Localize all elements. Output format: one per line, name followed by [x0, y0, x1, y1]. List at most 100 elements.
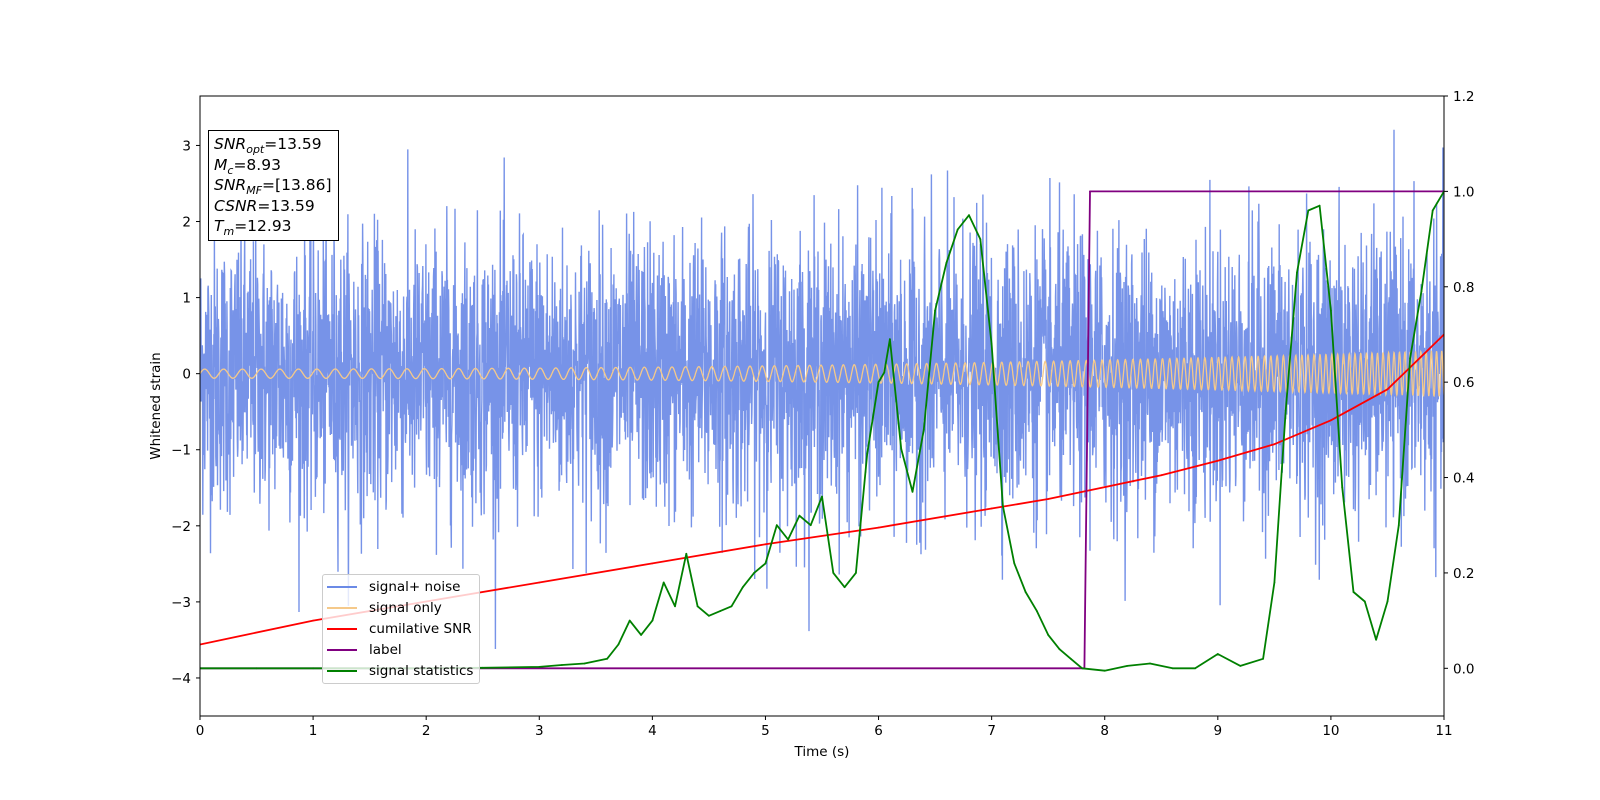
mc-annotation: Mc=8.93: [214, 155, 332, 176]
series-signal-statistics-point: [708, 614, 710, 617]
series-signal-statistics-point: [685, 552, 688, 555]
legend-label-cumulative-snr: cumilative SNR: [369, 620, 472, 637]
legend: signal+ noise signal only cumilative SNR…: [322, 574, 481, 684]
legend-label-label: label: [369, 641, 402, 658]
mc-symbol: M: [214, 155, 228, 174]
series-signal-statistics-point: [1171, 667, 1174, 670]
y-left-tick-label: −2: [171, 519, 191, 535]
series-cumilative-snr-point: [1160, 474, 1163, 477]
y-right-tick-label: 0.2: [1453, 566, 1474, 582]
snr-opt-symbol: SNR: [214, 135, 247, 153]
legend-entry-signal-noise: signal+ noise: [327, 577, 473, 598]
x-tick-label: 9: [1214, 723, 1223, 739]
x-tick-label: 4: [648, 723, 657, 739]
legend-entry-signal-only: signal only: [327, 598, 473, 619]
series-signal-statistics-point: [617, 643, 620, 646]
x-tick-label: 7: [987, 723, 996, 739]
series-cumilative-snr-point: [1047, 498, 1050, 500]
series-signal-statistics-point: [855, 572, 857, 574]
series-signal-statistics-point: [1420, 290, 1423, 293]
series-signal-statistics-point: [1047, 634, 1050, 636]
x-tick-label: 0: [196, 723, 205, 739]
y-right-tick-label: 0.8: [1453, 280, 1474, 296]
series-signal-statistics-point: [753, 572, 755, 574]
series-signal-statistics-point: [674, 605, 676, 608]
legend-entry-cumulative-snr: cumilative SNR: [327, 619, 473, 640]
series-signal-noise: [200, 129, 1444, 650]
legend-swatch-signal-statistics: [327, 669, 357, 672]
series-signal-statistics-point: [809, 524, 812, 527]
series-signal-statistics-point: [312, 667, 314, 670]
snr-opt-subscript: opt: [246, 143, 265, 157]
legend-label-signal-noise: signal+ noise: [369, 579, 461, 596]
series-signal-statistics-point: [640, 634, 642, 636]
series-signal-statistics-point: [1194, 667, 1197, 670]
x-tick-label: 1: [309, 723, 318, 739]
series-signal-statistics-point: [1036, 610, 1038, 612]
legend-swatch-signal-only: [327, 607, 357, 610]
series-signal-statistics-point: [787, 538, 789, 541]
x-tick-label: 11: [1435, 723, 1452, 739]
series-signal-statistics-point: [1307, 209, 1310, 212]
series-signal-statistics-point: [628, 619, 631, 622]
series-signal-statistics-point: [1013, 562, 1016, 565]
series-signal-statistics-point: [1363, 600, 1366, 603]
series-signal-statistics-point: [1375, 638, 1377, 641]
series-cumilative-snr-point: [1216, 459, 1219, 462]
series-signal-statistics-point: [481, 666, 484, 669]
series-signal-statistics-point: [1284, 409, 1287, 412]
csnr-value: =13.59: [257, 196, 315, 215]
x-tick-label: 3: [535, 723, 544, 739]
series-signal-statistics-point: [1069, 657, 1072, 660]
series-signal-statistics-point: [741, 586, 744, 589]
y-left-tick-label: 2: [182, 215, 191, 231]
series-cumilative-snr-point: [1103, 486, 1106, 488]
series-layer: [200, 129, 1444, 672]
y-left-tick-label: 3: [182, 138, 191, 154]
series-signal-statistics-point: [1149, 662, 1151, 665]
x-tick-label: 6: [874, 723, 883, 739]
series-signal-statistics-point: [255, 667, 258, 670]
series-signal-statistics-point: [1397, 524, 1400, 527]
series-signal-statistics-point: [1318, 204, 1321, 207]
series-signal-statistics-point: [979, 238, 982, 241]
series-signal-statistics-point: [730, 605, 733, 608]
y-axis-label: Whitened strain: [148, 352, 164, 459]
series-signal-statistics-point: [662, 581, 665, 584]
series-signal-statistics-point: [775, 524, 778, 527]
series-signal-statistics-point: [696, 605, 699, 608]
series-label: [200, 190, 1444, 670]
series-signal-statistics-point: [934, 309, 936, 312]
series-signal-statistics-point: [1058, 648, 1061, 651]
y-left-tick-label: −1: [171, 443, 191, 459]
series-signal-statistics-point: [990, 343, 993, 345]
series-signal-statistics-point: [866, 452, 869, 455]
plot-area: [200, 129, 1444, 672]
series-label-point: [1089, 190, 1091, 193]
series-cumilative-snr-point: [312, 619, 314, 622]
y-left-tick-label: −3: [171, 595, 191, 611]
series-signal-statistics-point: [1024, 591, 1027, 593]
series-signal-statistics-point: [1002, 505, 1004, 508]
series-cumilative-snr-point: [1273, 443, 1276, 446]
x-tick-label: 8: [1100, 723, 1109, 739]
series-signal-statistics-point: [1330, 309, 1332, 312]
x-tick-label: 10: [1322, 723, 1339, 739]
legend-entry-signal-statistics: signal statistics: [327, 660, 473, 681]
snr-mf-annotation: SNRMF=[13.86]: [214, 175, 332, 196]
y-right-tick-label: 0.4: [1453, 471, 1474, 487]
series-signal-statistics-point: [968, 214, 970, 217]
series-signal-statistics-point: [1216, 653, 1219, 655]
y-right-axis-ticks: 1.2 1.0 0.8 0.6 0.4 0.2 0.0: [1444, 89, 1474, 677]
series-signal-statistics-point: [764, 562, 767, 565]
legend-swatch-label: [327, 648, 357, 651]
csnr-symbol: CSNR: [214, 196, 258, 215]
series-cumilative-snr-point: [764, 543, 767, 546]
series-cumilative-snr-point: [877, 526, 880, 529]
series-signal-statistics-point: [1409, 357, 1411, 360]
series-signal-statistics-point: [1103, 669, 1106, 672]
series-signal-statistics-point: [719, 610, 722, 612]
series-signal-statistics-point: [922, 428, 925, 431]
series-signal-statistics-points: [200, 190, 1444, 672]
